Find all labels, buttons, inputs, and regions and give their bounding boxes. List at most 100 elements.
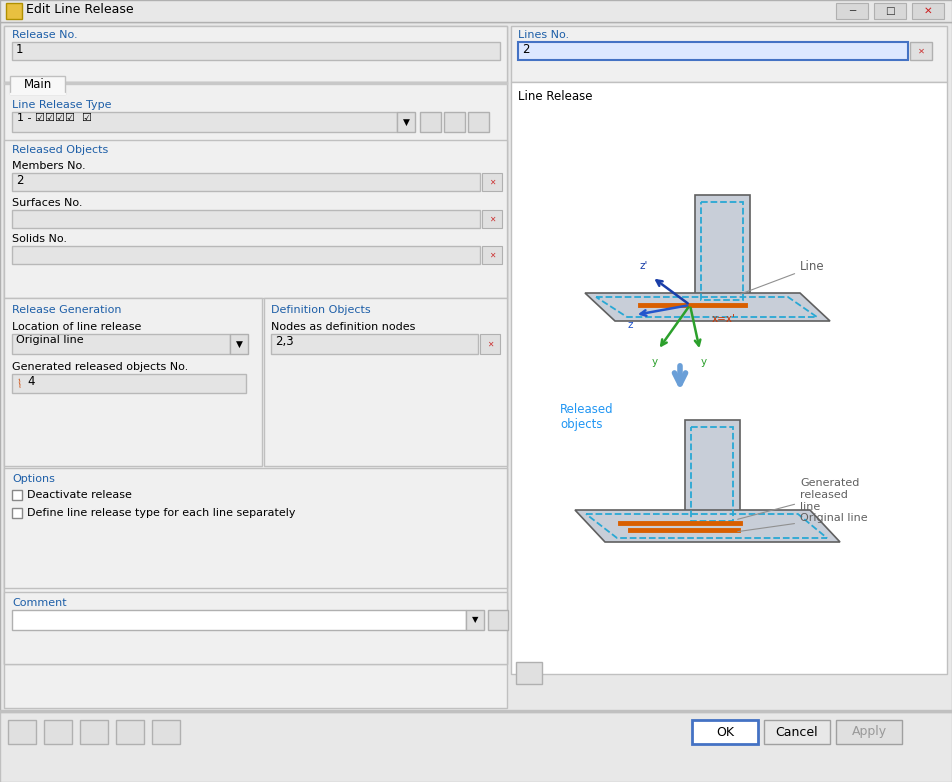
Bar xyxy=(0,0,952,22)
Bar xyxy=(692,720,758,744)
Text: z: z xyxy=(627,320,633,330)
Text: Definition Objects: Definition Objects xyxy=(271,305,370,315)
Text: 2,3: 2,3 xyxy=(275,335,293,348)
Bar xyxy=(910,42,932,60)
Bar xyxy=(482,173,502,191)
Text: ▼: ▼ xyxy=(235,339,243,349)
Polygon shape xyxy=(585,293,830,321)
Bar xyxy=(12,112,397,132)
Text: ✕: ✕ xyxy=(923,6,932,16)
Bar xyxy=(912,3,944,19)
Bar xyxy=(4,26,507,82)
Bar xyxy=(516,662,542,684)
Text: y: y xyxy=(701,357,707,367)
Text: 2: 2 xyxy=(522,43,529,56)
Bar xyxy=(12,610,466,630)
Text: Deactivate release: Deactivate release xyxy=(27,490,132,500)
Bar xyxy=(271,334,478,354)
Text: Original line: Original line xyxy=(738,513,867,532)
Bar xyxy=(116,720,144,744)
Text: Original line: Original line xyxy=(16,335,84,345)
Bar xyxy=(264,298,507,466)
Bar xyxy=(4,140,507,298)
Text: ✕: ✕ xyxy=(488,250,495,260)
Bar xyxy=(12,42,500,60)
Bar xyxy=(836,720,902,744)
Text: Nodes as definition nodes: Nodes as definition nodes xyxy=(271,322,415,332)
Text: /: / xyxy=(17,378,23,389)
Bar xyxy=(12,334,230,354)
Bar xyxy=(6,3,22,19)
Text: 1 - ☑☑☑☑  ☑: 1 - ☑☑☑☑ ☑ xyxy=(17,113,92,123)
Text: ✕: ✕ xyxy=(918,46,924,56)
Bar xyxy=(8,720,36,744)
Text: ✕: ✕ xyxy=(488,178,495,186)
Bar xyxy=(80,720,108,744)
Bar xyxy=(4,26,507,708)
Bar xyxy=(4,82,507,84)
Text: ✕: ✕ xyxy=(486,339,493,349)
Bar xyxy=(836,3,868,19)
Text: z': z' xyxy=(640,261,648,271)
Text: Surfaces No.: Surfaces No. xyxy=(12,198,83,208)
Bar xyxy=(480,334,500,354)
Bar xyxy=(488,610,508,630)
Polygon shape xyxy=(695,195,750,307)
Bar xyxy=(482,246,502,264)
Text: Line: Line xyxy=(741,260,824,294)
Bar xyxy=(12,210,480,228)
Bar xyxy=(397,112,415,132)
Polygon shape xyxy=(685,420,740,528)
Text: ✕: ✕ xyxy=(488,214,495,224)
Text: Generated
released
line: Generated released line xyxy=(738,479,860,519)
Text: Apply: Apply xyxy=(851,726,886,738)
Text: Released
objects: Released objects xyxy=(560,403,614,431)
Bar xyxy=(0,712,952,782)
Bar xyxy=(44,720,72,744)
Bar xyxy=(468,112,489,132)
Bar xyxy=(874,3,906,19)
Text: OK: OK xyxy=(716,726,734,738)
Bar xyxy=(518,42,908,60)
Text: □: □ xyxy=(885,6,895,16)
Bar xyxy=(12,490,22,500)
Bar xyxy=(511,26,947,82)
Text: Line Release Type: Line Release Type xyxy=(12,100,111,110)
Bar xyxy=(4,592,507,664)
Bar xyxy=(10,93,65,94)
Text: y: y xyxy=(652,357,658,367)
Bar xyxy=(420,112,441,132)
Text: Line Release: Line Release xyxy=(518,90,592,103)
Bar xyxy=(0,710,952,712)
Text: ▼: ▼ xyxy=(472,615,478,625)
Polygon shape xyxy=(575,510,840,542)
Text: Release Generation: Release Generation xyxy=(12,305,122,315)
Text: ▼: ▼ xyxy=(403,117,409,127)
Bar xyxy=(230,334,248,354)
Bar xyxy=(12,246,480,264)
Bar xyxy=(511,82,947,674)
Text: Comment: Comment xyxy=(12,598,67,608)
Bar xyxy=(12,374,246,393)
Text: Location of line release: Location of line release xyxy=(12,322,142,332)
Text: ─: ─ xyxy=(849,6,855,16)
Text: 1: 1 xyxy=(16,43,24,56)
Text: Options: Options xyxy=(12,474,55,484)
Bar xyxy=(12,173,480,191)
Bar xyxy=(152,720,180,744)
Text: Release No.: Release No. xyxy=(12,30,78,40)
Text: Solids No.: Solids No. xyxy=(12,234,67,244)
Bar xyxy=(12,508,22,518)
Text: Lines No.: Lines No. xyxy=(518,30,569,40)
Text: Generated released objects No.: Generated released objects No. xyxy=(12,362,188,372)
Bar xyxy=(10,76,65,94)
Bar xyxy=(764,720,830,744)
Text: 4: 4 xyxy=(27,375,34,388)
Bar xyxy=(466,610,484,630)
Text: Define line release type for each line separately: Define line release type for each line s… xyxy=(27,508,295,518)
Text: Released Objects: Released Objects xyxy=(12,145,109,155)
Text: x=x': x=x' xyxy=(712,314,736,324)
Text: 2: 2 xyxy=(16,174,24,187)
Text: Members No.: Members No. xyxy=(12,161,86,171)
Bar xyxy=(444,112,465,132)
